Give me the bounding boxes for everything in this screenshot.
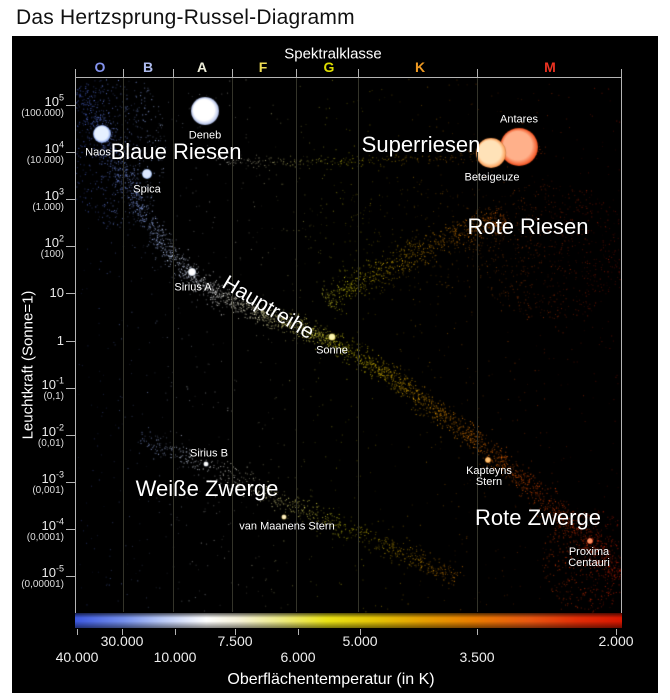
x-tick-label: 7.500 [217,633,253,649]
x-axis-tick [175,629,176,635]
y-tick-label: 102 (100) [40,233,64,260]
x-axis-tick [616,629,617,635]
y-axis-tick [66,435,75,436]
region-label: Blaue Riesen [110,139,242,164]
starfield-canvas [12,36,658,693]
y-tick-label: 10-1 (0,1) [41,375,64,402]
chart-panel: Spektralklasse Leuchtkraft (Sonne=1) Obe… [12,36,658,693]
x-axis-tick [122,629,123,635]
y-axis-tick [66,246,75,247]
y-tick-label: 10-5 (0,00001) [21,563,64,590]
left-axis-line [75,77,76,613]
y-axis-tick [66,152,75,153]
region-label: Rote Riesen [467,214,589,239]
gridline [173,78,174,612]
top-axis-line [75,77,622,78]
y-axis-tick [66,388,75,389]
page-title: Das Hertzsprung-Russel-Diagramm [16,6,355,29]
region-label: Weiße Zwerge [135,476,279,501]
x-axis-tick [298,629,299,635]
y-tick-label: 104 (10.000) [26,139,64,166]
y-axis-tick [66,199,75,200]
star-label-van-maanens-stern: van Maanens Stern [239,520,335,533]
x-tick-label: 2.000 [598,633,634,649]
gridline [358,78,359,612]
spectral-class-letter: F [258,59,268,75]
gridline [232,78,233,612]
spectral-class-letter: M [544,59,556,75]
y-axis-tick [66,529,75,530]
y-tick-label: 10-4 (0,0001) [26,516,64,543]
star-label-sirius-a: Sirius A [174,281,212,294]
y-tick-label: 105 (100.000) [21,92,64,119]
top-axis-tick [621,69,622,77]
temperature-colorbar [75,613,622,628]
star-label-deneb: Deneb [188,129,222,142]
x-axis-tick [235,629,236,635]
top-axis-tick [358,69,359,77]
x-axis-tick [77,629,78,635]
x-tick-label: 6.000 [280,649,316,665]
x-tick-label: 10.000 [153,649,197,665]
colorbar-shading [75,613,622,628]
y-axis-tick [66,576,75,577]
y-axis-title: Leuchtkraft (Sonne=1) [19,290,37,440]
region-label: Superriesen [361,132,481,157]
gridline [477,78,478,612]
spectral-class-letter: K [414,59,426,75]
y-tick-label: 10-2 (0,01) [37,422,64,449]
y-axis-tick [66,293,75,294]
x-tick-label: 30.000 [100,633,144,649]
star-label-kapteyns-stern: Kapteyns Stern [466,465,512,488]
top-axis-tick [477,69,478,77]
y-tick-label: 1 [56,333,64,348]
star-label-sirius-b: Sirius B [190,447,228,460]
x-tick-label: 5.000 [342,633,378,649]
star-label-naos: Naos [85,146,111,159]
y-axis-tick [66,341,75,342]
x-axis-title: Oberflächentemperatur (in K) [227,671,435,688]
gridline [123,78,124,612]
y-axis-tick [66,482,75,483]
spectral-class-letter: G [323,59,335,75]
top-axis-tick [75,69,76,77]
spectral-class-letter: O [94,59,106,75]
star-label-antares: Antares [500,113,538,126]
y-axis-tick [66,105,75,106]
y-tick-label: 10-3 (0,001) [32,469,64,496]
x-axis-tick [360,629,361,635]
top-axis-title: Spektralklasse [284,45,382,63]
x-axis-tick [477,629,478,635]
top-axis-tick [296,69,297,77]
region-label: Rote Zwerge [475,505,601,530]
star-label-beteigeuze: Beteigeuze [464,171,520,184]
spectral-class-letter: A [196,59,208,75]
right-axis-line [621,77,622,613]
y-tick-label: 103 (1.000) [32,186,64,213]
y-tick-label: 10 [49,285,64,300]
x-tick-label: 3.500 [459,649,495,665]
x-tick-label: 40.000 [55,649,99,665]
top-axis-tick [173,69,174,77]
star-label-sonne: Sonne [316,344,348,357]
spectral-class-letter: B [142,59,154,75]
top-axis-tick [232,69,233,77]
gridline [296,78,297,612]
top-axis-tick [123,69,124,77]
star-label-spica: Spica [133,183,161,196]
star-label-proxima-centauri: Proxima Centauri [568,546,610,569]
